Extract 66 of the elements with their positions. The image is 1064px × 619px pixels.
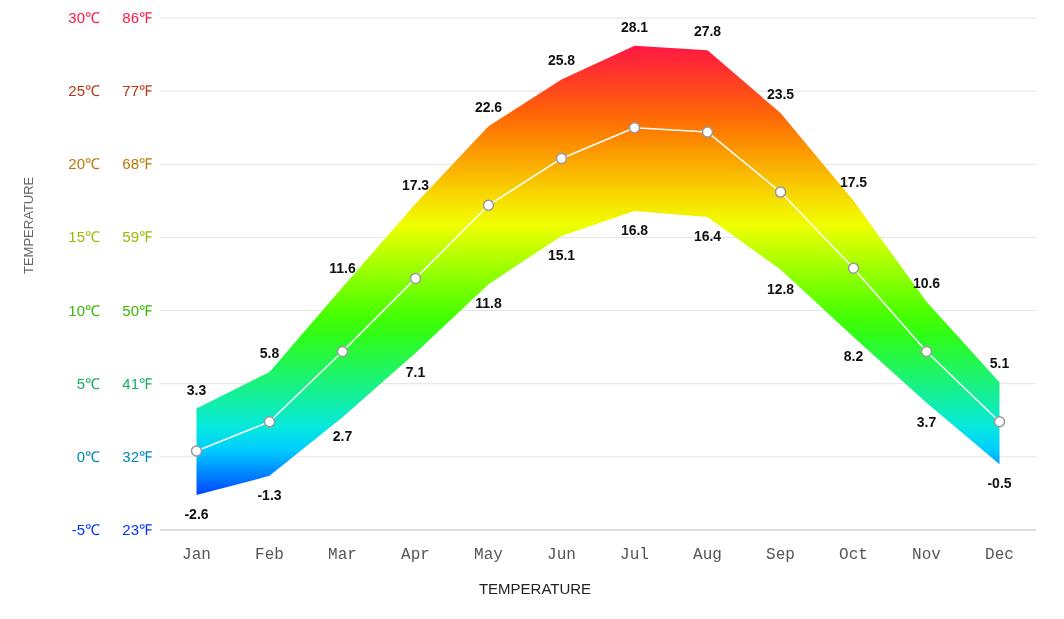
- annotation: 22.6: [474, 99, 503, 116]
- y2-tick-label: 23℉: [122, 521, 152, 538]
- point: [482, 199, 495, 211]
- annotation: -2.6: [184, 505, 209, 522]
- text: TEMPERATURE: [478, 580, 592, 597]
- point: [263, 416, 276, 428]
- y2-tick-label: 32℉: [122, 447, 152, 465]
- x-tick-label: Jul: [620, 546, 649, 565]
- point: [701, 126, 714, 138]
- point: [993, 416, 1006, 428]
- annotation: 27.8: [693, 23, 722, 40]
- y-tick-label: 30℃: [68, 9, 100, 26]
- y2-tick-label: 50℉: [122, 301, 152, 319]
- annotation: 5.8: [259, 345, 280, 362]
- point: [336, 345, 349, 358]
- y-axis-title: TEMPERATURE: [20, 176, 36, 274]
- annotation: 11.6: [329, 260, 356, 277]
- x-tick-label: Mar: [328, 546, 357, 565]
- annotation: 28.1: [620, 18, 649, 35]
- x-tick-label: May: [474, 546, 504, 565]
- annotation: 10.6: [912, 274, 941, 291]
- y-tick-label: 10℃: [68, 301, 100, 319]
- annotation: 25.8: [547, 52, 576, 69]
- y-tick-label: 0℃: [76, 447, 100, 465]
- y-tick-label: 20℃: [68, 155, 100, 173]
- point: [409, 272, 422, 285]
- x-tick-label: Dec: [985, 546, 1014, 565]
- y-tick-label: -5℃: [71, 521, 100, 538]
- point: [190, 445, 203, 457]
- point: [774, 186, 787, 198]
- x-tick-label: Oct: [839, 546, 868, 565]
- annotation: 16.4: [693, 227, 722, 244]
- y-tick-label: 25℃: [68, 82, 100, 100]
- annotation: 17.5: [839, 173, 868, 190]
- y2-tick-label: 77℉: [122, 82, 152, 100]
- annotation: 3.7: [916, 413, 937, 430]
- x-tick-label: Sep: [766, 546, 795, 565]
- annotation: 7.1: [405, 363, 426, 380]
- y2-tick-label: 41℉: [122, 374, 152, 392]
- point: [628, 121, 641, 134]
- x-tick-label: Aug: [693, 546, 722, 565]
- annotation: -0.5: [987, 475, 1012, 492]
- y2-tick-label: 68℉: [122, 155, 152, 173]
- y-tick-label: 5℃: [76, 374, 100, 392]
- y2-tick-label: 86℉: [122, 9, 152, 26]
- annotation: 2.7: [332, 428, 353, 445]
- y-tick-label: 15℃: [68, 228, 100, 246]
- x-tick-label: Jun: [547, 546, 576, 565]
- x-tick-label: Feb: [255, 546, 284, 565]
- x-tick-label: Nov: [912, 546, 942, 565]
- annotation: 16.8: [620, 222, 649, 239]
- annotation: 23.5: [766, 86, 795, 103]
- point: [847, 262, 860, 274]
- x-tick-label: Apr: [401, 546, 430, 565]
- annotation: 17.3: [401, 176, 430, 193]
- point: [920, 345, 933, 358]
- annotation: 8.2: [843, 347, 864, 364]
- annotation: 3.3: [186, 381, 207, 398]
- x-tick-label: Jan: [182, 546, 211, 565]
- annotation: 12.8: [766, 280, 795, 297]
- annotation: 5.1: [989, 355, 1010, 372]
- annotation: 15.1: [547, 246, 576, 263]
- annotation: 11.8: [475, 295, 502, 312]
- point: [555, 152, 568, 165]
- y2-tick-label: 59℉: [122, 228, 152, 246]
- annotation: -1.3: [257, 486, 282, 503]
